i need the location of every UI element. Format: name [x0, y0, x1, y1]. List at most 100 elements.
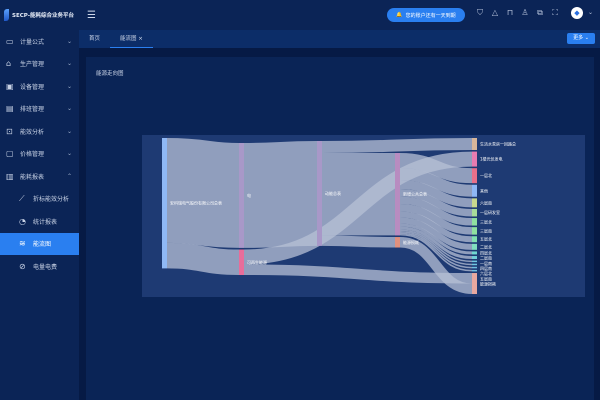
top-bar: ☰ — [79, 0, 600, 30]
sankey-node[interactable] — [239, 143, 244, 248]
sidebar-subitem[interactable]: ⟋ 折标能效分析 — [0, 188, 79, 211]
avatar[interactable]: ◆ — [571, 7, 583, 19]
sankey-links — [166, 137, 473, 294]
sankey-node[interactable] — [472, 151, 477, 167]
sankey-link — [399, 229, 473, 263]
sankey-node[interactable] — [472, 273, 477, 294]
fullscreen-icon[interactable]: ⛶ — [552, 8, 558, 17]
sankey-link — [243, 264, 473, 284]
sankey-node[interactable] — [239, 249, 244, 275]
sankey-node-label: 一层南 — [480, 260, 492, 266]
chevron-icon: ⌄ — [66, 150, 72, 158]
chevron-down-icon[interactable]: ⌄ — [588, 9, 594, 16]
sidebar-item-label: 能流图 — [33, 241, 52, 249]
shirt-icon[interactable]: ♙ — [521, 8, 529, 17]
shield-icon[interactable]: ⛉ — [477, 8, 483, 17]
sidebar-subitem[interactable]: ⊘ 电量电费 — [0, 255, 79, 278]
sankey-link — [243, 140, 318, 248]
sankey-node[interactable] — [472, 266, 477, 269]
sankey-node[interactable] — [472, 260, 477, 263]
sankey-node-label: 三层北 — [480, 218, 492, 224]
sankey-node-label: 一层北 — [480, 172, 492, 178]
tab-home[interactable]: 首页 — [89, 36, 101, 42]
pie-chart-icon: ◔ — [19, 216, 26, 226]
sankey-link — [399, 233, 473, 272]
sankey-node[interactable] — [472, 208, 477, 217]
sidebar-item-label: 折标能效分析 — [33, 196, 70, 204]
warning-icon[interactable]: △ — [491, 8, 499, 17]
logo: SECP-能耗综合业务平台 — [0, 0, 79, 30]
sankey-node[interactable] — [472, 243, 477, 250]
more-button[interactable]: 更多 ⌄ — [567, 33, 595, 44]
chevron-icon: ⌃ — [66, 172, 72, 180]
sankey-link — [399, 153, 473, 184]
chevron-icon: ⌄ — [66, 37, 72, 45]
sankey-node-label: 六层北 — [480, 270, 492, 276]
monitor-icon: ▭ — [6, 36, 14, 46]
sankey-node[interactable] — [472, 184, 477, 197]
tab-bar: 首页 能流图 × 更多 ⌄ — [79, 30, 600, 48]
sidebar-item[interactable]: ▥ 能耗报表 ⌃ — [0, 165, 79, 188]
chevron-icon: ⌄ — [66, 60, 72, 68]
sidebar-item-label: 计量公式 — [20, 38, 45, 46]
sankey-node-label: 生活水泵房一回路总 — [480, 140, 516, 146]
sankey-node[interactable] — [472, 198, 477, 208]
sidebar-item-label: 排班管理 — [20, 106, 45, 114]
sankey-node[interactable] — [472, 218, 477, 226]
sidebar-item[interactable]: ⊡ 能效分析 ⌄ — [0, 120, 79, 143]
sankey-node[interactable] — [472, 251, 477, 255]
sankey-node[interactable] — [472, 227, 477, 235]
sidebar-item[interactable]: ▣ 设备管理 ⌄ — [0, 75, 79, 98]
line-chart-icon: ⟋ — [19, 193, 25, 203]
chevron-icon: ⌄ — [66, 127, 72, 135]
sankey-node[interactable] — [472, 168, 477, 184]
sidebar-subitem[interactable]: ◔ 统计报表 — [0, 210, 79, 233]
power-icon: ⊘ — [19, 261, 26, 271]
sankey-node[interactable] — [472, 263, 477, 266]
sankey-node-label: 安科瑞电气股份有限公司总表 — [170, 200, 222, 206]
logo-mark-icon — [4, 9, 9, 21]
sankey-node-label: 电 — [247, 192, 251, 198]
sankey-node-label: 五层南 — [480, 275, 492, 281]
sidebar-item-label: 能效分析 — [20, 128, 45, 136]
flow-icon: ≋ — [19, 239, 26, 249]
sidebar-subitem[interactable]: ≋ 能流图 — [0, 232, 79, 255]
sidebar: SECP-能耗综合业务平台 ▭ 计量公式 ⌄ ⌂ 生产管理 ⌄ ▣ 设备管理 ⌄ ▤ 排班管理 ⌄ ⊡ 能… — [0, 0, 79, 400]
translate-icon[interactable]: ⧉ — [537, 8, 543, 17]
sidebar-item[interactable]: ▢ 价格管理 ⌄ — [0, 143, 79, 166]
sidebar-item-label: 价格管理 — [20, 151, 45, 159]
account-notice-button[interactable]: 🔔 您的账户还有一天到期 — [387, 8, 465, 22]
sankey-link — [399, 188, 473, 217]
device-icon: ▣ — [6, 81, 14, 91]
sankey-link — [399, 232, 473, 269]
close-icon[interactable]: × — [138, 36, 143, 42]
sankey-node[interactable] — [472, 256, 477, 260]
sankey-node[interactable] — [472, 138, 477, 150]
sidebar-item-label: 电量电费 — [33, 263, 58, 271]
factory-icon: ⌂ — [6, 59, 12, 69]
sankey-link — [399, 179, 473, 208]
sankey-node[interactable] — [472, 269, 477, 272]
lock-icon[interactable]: ⊓ — [506, 8, 514, 17]
menu-toggle-icon[interactable]: ☰ — [87, 9, 96, 21]
sankey-node[interactable] — [395, 153, 400, 236]
sankey-link — [399, 226, 473, 260]
sankey-node[interactable] — [162, 138, 167, 269]
sankey-node-label: 能源损耗 — [480, 281, 496, 287]
panel-title: 能源走向图 — [96, 71, 124, 77]
sankey-node-label: 六层南 — [480, 199, 492, 205]
tab-energy-flow[interactable]: 能流图 × — [110, 30, 153, 48]
sankey-node-label: 动能总表 — [325, 190, 341, 196]
sankey-node[interactable] — [317, 141, 322, 246]
sidebar-item-label: 设备管理 — [20, 83, 45, 91]
header-icons: ⛉ △ ⊓ ♙ ⧉ ⛶ — [476, 8, 559, 18]
sankey-node[interactable] — [472, 236, 477, 243]
content-panel: 能源走向图 安科瑞电气股份有限公司总表 电可再生能源 动能总表 新增公共总表 能源损耗 生… — [86, 57, 594, 400]
app-title: SECP-能耗综合业务平台 — [12, 13, 74, 19]
sidebar-item[interactable]: ▭ 计量公式 ⌄ — [0, 30, 79, 53]
sidebar-item[interactable]: ▤ 排班管理 ⌄ — [0, 98, 79, 121]
sankey-node-label: 四层南 — [480, 265, 492, 271]
sidebar-item[interactable]: ⌂ 生产管理 ⌄ — [0, 53, 79, 76]
sankey-node[interactable] — [395, 237, 400, 248]
chevron-icon: ⌄ — [66, 105, 72, 113]
